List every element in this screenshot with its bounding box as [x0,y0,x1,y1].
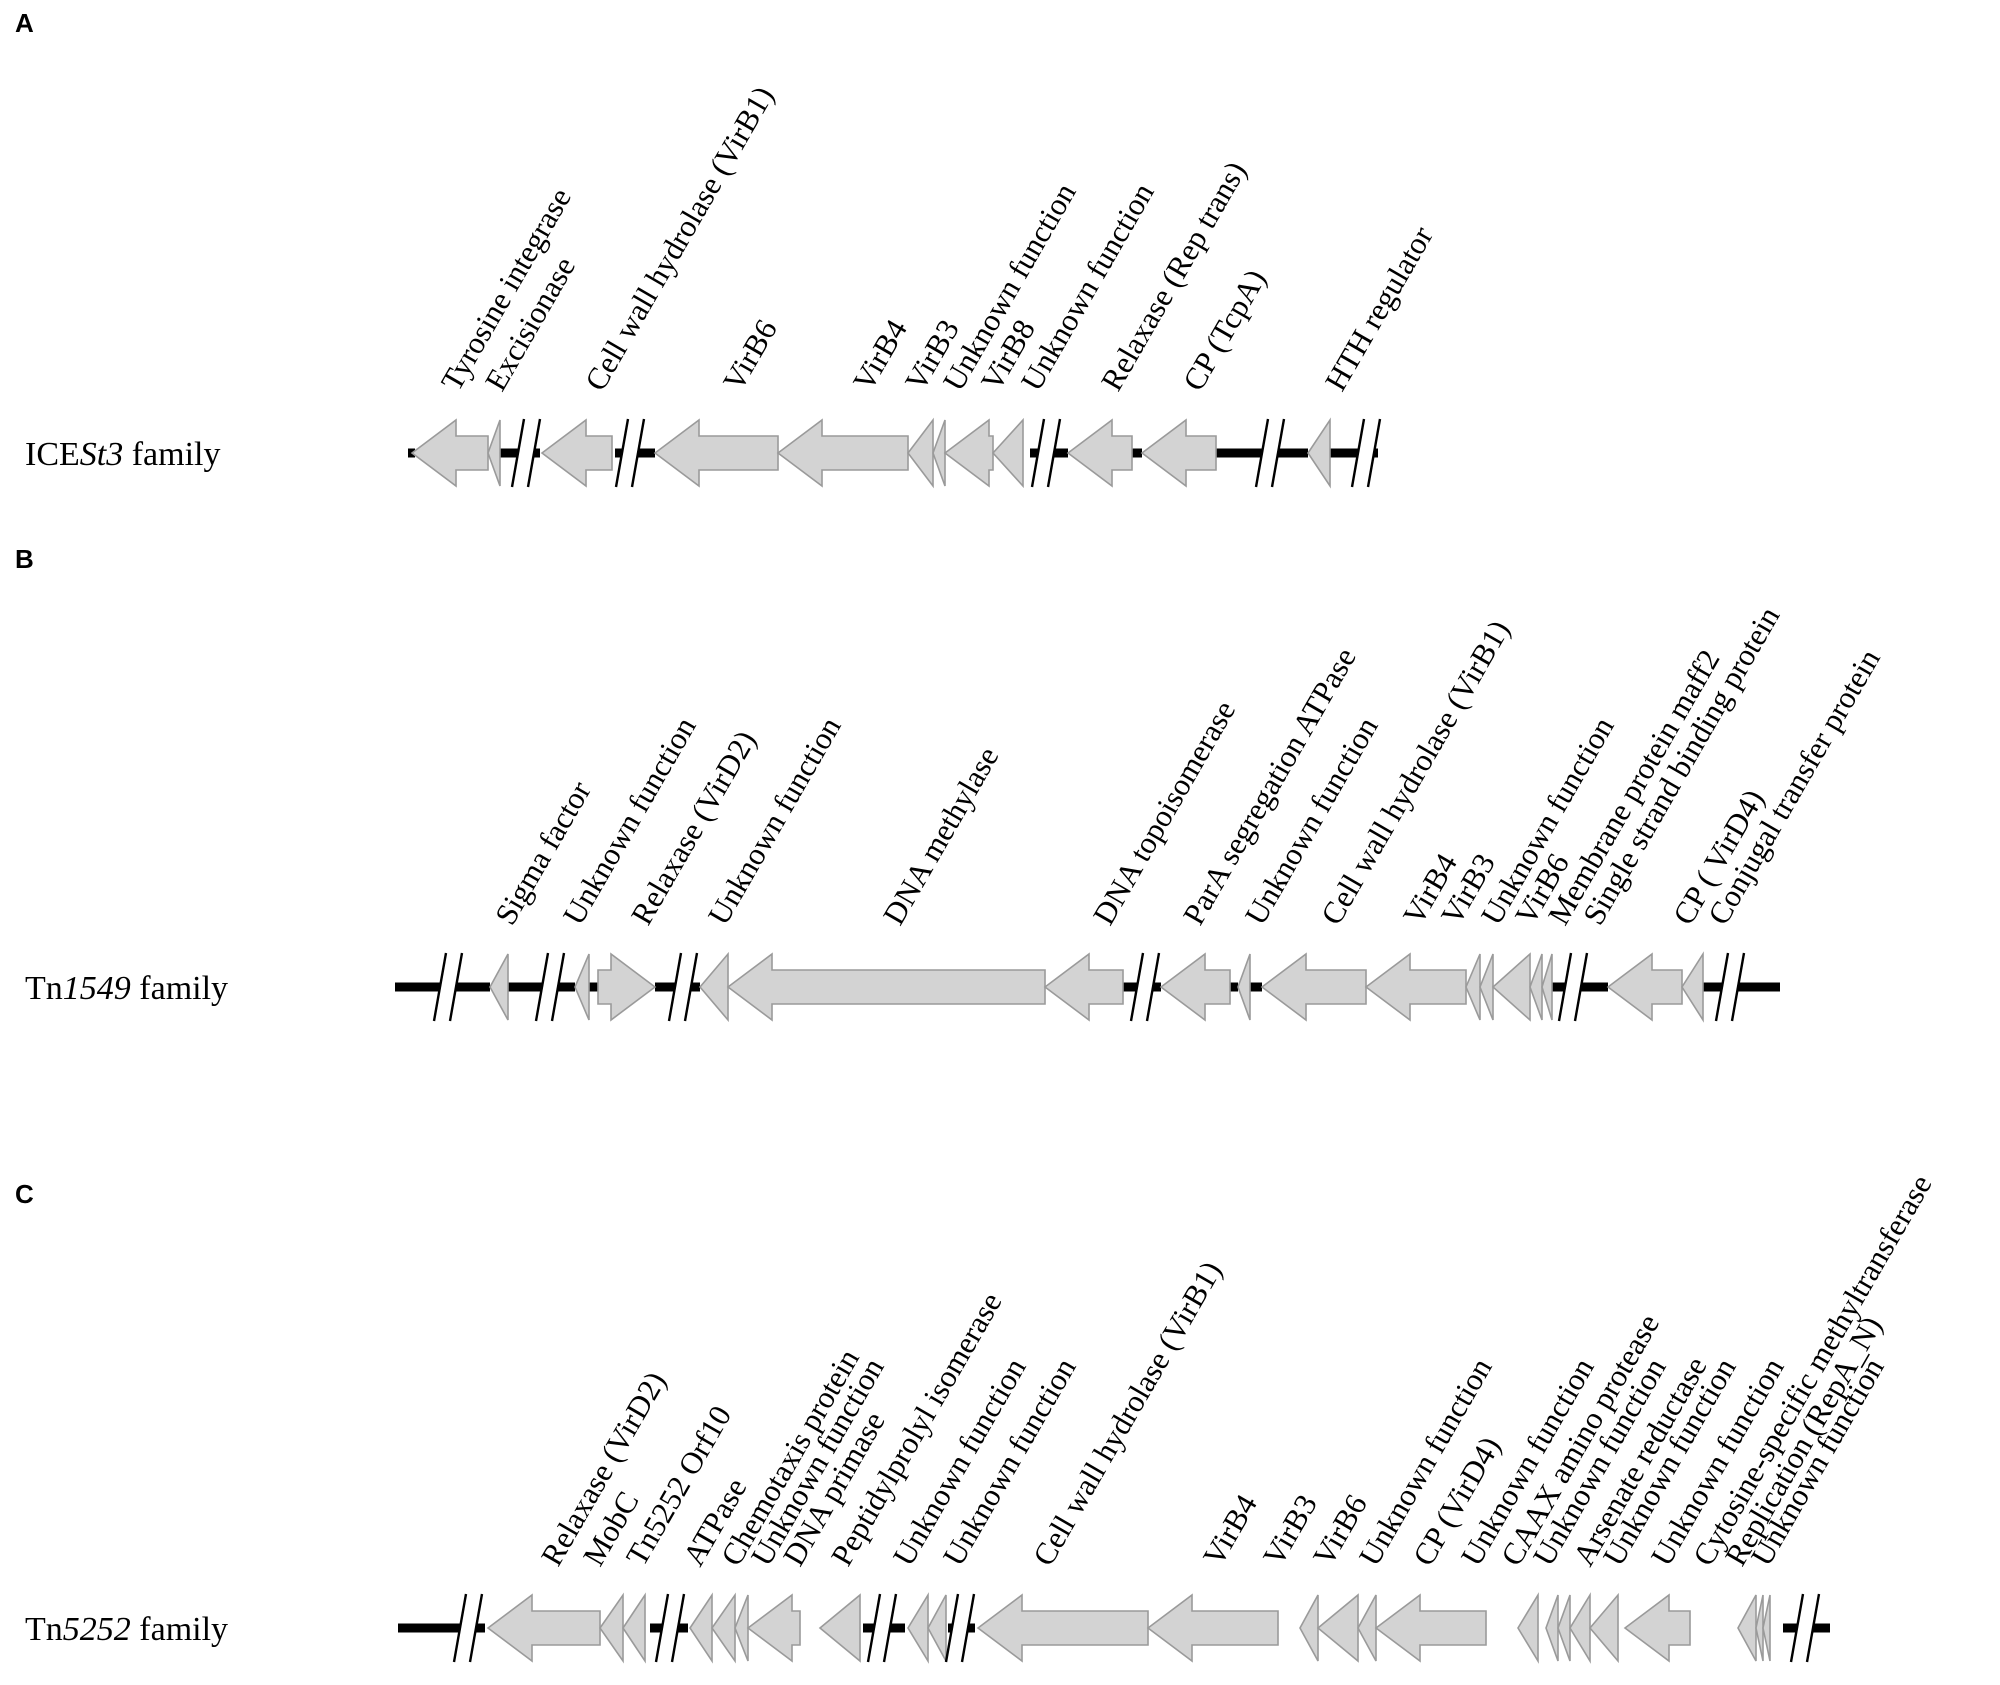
family-label-suffix: family [123,436,220,473]
gene-arrow [653,418,779,488]
gene-arrow [489,953,509,1021]
break-mark [1030,418,1062,488]
gene-arrow [1299,1594,1319,1662]
gene-arrow [1159,952,1231,1022]
gene-arrow [927,1594,947,1662]
gene-arrow [976,1593,1149,1663]
family-label-prefix: Tn [25,1611,63,1648]
gene-arrow [1755,1594,1764,1662]
gene-arrow [1374,1593,1487,1663]
gene-arrow [597,952,657,1022]
break-mark [534,952,566,1022]
family-label: Tn5252 family [25,1611,228,1648]
gene-arrow [1681,951,1704,1023]
gene-arrow [1517,1592,1539,1664]
gene-arrow [932,419,946,487]
gene-label: VirB4 [1196,1488,1264,1571]
break-mark [866,1593,898,1663]
gene-arrow [599,1592,624,1664]
family-label-italic: 1549 [63,970,131,1007]
gene-arrow [1545,1594,1559,1662]
break-mark [1714,952,1746,1022]
gene-arrow [726,952,1046,1022]
gene-arrow [1307,417,1331,489]
break-mark [944,1593,976,1663]
family-label-prefix: Tn [25,970,63,1007]
family-label-italic: St3 [80,436,123,473]
gene-arrow [1606,952,1683,1022]
gene-arrow [1465,953,1481,1021]
gene-arrow [1529,953,1543,1021]
break-mark [1254,418,1286,488]
break-mark [654,1593,686,1663]
gene-arrow [1479,953,1494,1021]
gene-label: DNA methylase [876,741,1006,931]
panel-letter: A [15,8,34,38]
break-mark [1129,952,1161,1022]
gene-arrow [574,953,590,1021]
break-mark [1350,418,1382,488]
family-label-italic: 5252 [63,1611,131,1648]
gene-label: VirB4 [846,313,914,396]
panel-letter: B [15,544,34,574]
family-label: Tn1549 family [25,970,228,1007]
gene-arrow [734,1594,749,1662]
gene-arrow [540,418,613,488]
break-mark [432,952,464,1022]
family-label-prefix: ICE [25,436,80,473]
family-label-suffix: family [131,1611,228,1648]
break-mark [1557,952,1589,1022]
gene-arrow [746,1593,801,1663]
gene-arrow [1357,1594,1377,1662]
gene-arrow [486,1593,601,1663]
break-mark [1789,1593,1821,1663]
gene-arrow [1140,418,1217,488]
gene-arrow [776,418,909,488]
gene-arrow [711,1592,736,1664]
gene-arrow [1491,952,1531,1022]
break-mark [614,418,646,488]
gene-arrow [1146,1593,1279,1663]
gene-label: HTH regulator [1318,220,1440,397]
gene-arrow [1237,953,1251,1021]
gene-arrow [1364,952,1467,1022]
gene-arrow [698,951,729,1023]
break-mark [452,1593,484,1663]
gene-arrow [818,1593,861,1663]
gene-arrow [907,1592,929,1664]
gene-arrow [1541,953,1553,1021]
gene-arrow [622,1592,646,1664]
gene-arrow [1066,418,1133,488]
gene-arrow [943,418,994,488]
gene-arrow [1316,1593,1359,1663]
break-mark [667,952,699,1022]
gene-arrow [410,418,489,488]
gene-label: VirB6 [716,313,784,396]
gene-arrow [1762,1594,1771,1662]
gene-label: Relaxase (Rep trans) [1094,155,1253,396]
family-label: ICESt3 family [25,436,221,473]
gene-arrow [1260,952,1367,1022]
gene-arrow [1557,1594,1571,1662]
gene-arrow [1588,1592,1619,1664]
gene-arrow [1623,1593,1691,1663]
gene-arrow [689,1592,713,1664]
break-mark [510,418,542,488]
gene-arrow [1043,952,1124,1022]
gene-arrow [906,417,934,489]
gene-arrow [1569,1592,1591,1664]
gene-arrow [991,417,1024,489]
family-label-suffix: family [131,970,228,1007]
gene-label: CP (TcpA) [1176,263,1273,396]
panel-letter: C [15,1179,34,1209]
gene-arrow [1737,1594,1757,1662]
gene-arrow [487,419,501,487]
